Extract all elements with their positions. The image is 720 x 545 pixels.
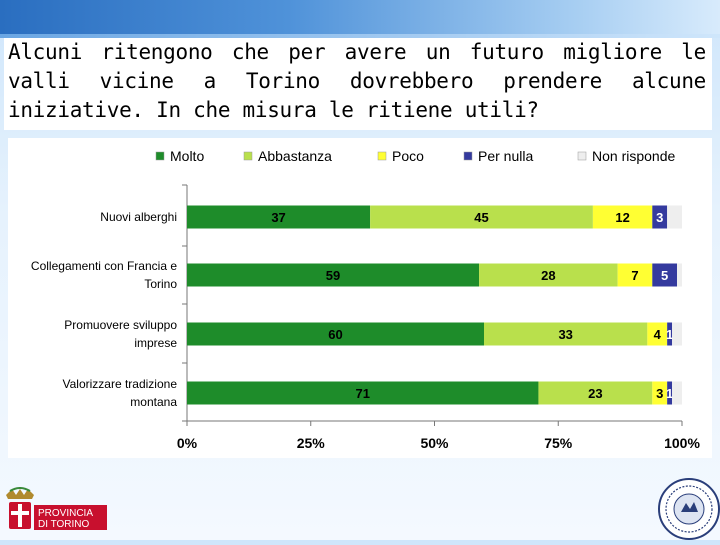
legend-swatch xyxy=(155,151,165,161)
seal-logo xyxy=(656,476,720,540)
data-label: 23 xyxy=(588,386,602,401)
bar-segment xyxy=(187,322,484,346)
legend-label: Poco xyxy=(392,148,424,164)
data-label: 12 xyxy=(615,210,629,225)
data-label: 28 xyxy=(541,268,555,283)
bar-segment xyxy=(187,263,480,287)
legend-swatch xyxy=(377,151,387,161)
category-label: Nuovi alberghi xyxy=(100,210,177,224)
bar-segment xyxy=(538,381,653,405)
legend-label: Per nulla xyxy=(478,148,533,164)
mountain-icon xyxy=(681,502,698,512)
bar-segment xyxy=(370,205,593,229)
legend-label: Molto xyxy=(170,148,204,164)
bar-segment xyxy=(187,205,371,229)
bar-segment xyxy=(479,263,618,287)
bar-segment xyxy=(187,381,539,405)
data-label: 71 xyxy=(355,386,369,401)
x-tick-label: 100% xyxy=(664,435,700,451)
legend-swatch xyxy=(577,151,587,161)
data-label: 1 xyxy=(666,386,673,401)
x-tick-label: 50% xyxy=(420,435,449,451)
data-label: 7 xyxy=(631,268,638,283)
page-title: Alcuni ritengono che per avere un futuro… xyxy=(8,40,706,122)
logo-text-line2: DI TORINO xyxy=(38,519,90,530)
bar-segment xyxy=(592,205,653,229)
bar-segment xyxy=(667,205,682,229)
category-label: Promuovere sviluppo xyxy=(64,318,177,332)
chart-panel xyxy=(8,138,712,458)
bar-segment xyxy=(652,263,678,287)
shield-icon xyxy=(9,502,31,529)
x-tick-label: 0% xyxy=(177,435,198,451)
logo-text-line1: PROVINCIA xyxy=(38,508,93,519)
data-label: 45 xyxy=(474,210,488,225)
bar-segment xyxy=(652,205,668,229)
x-tick-label: 75% xyxy=(544,435,573,451)
title-box xyxy=(4,38,712,130)
bar-segment xyxy=(672,381,682,405)
stacked-bar-chart: Molto Abbastanza Poco Per nulla Non risponde… xyxy=(31,148,701,451)
legend-label: Abbastanza xyxy=(258,148,332,164)
crown-icon xyxy=(6,487,34,499)
data-label: 59 xyxy=(326,268,340,283)
data-label: 4 xyxy=(654,327,662,342)
header-band xyxy=(0,0,720,38)
bar-segment xyxy=(667,381,673,405)
legend-swatch xyxy=(243,151,253,161)
legend-label: Non risponde xyxy=(592,148,675,164)
bar-segment xyxy=(667,322,673,346)
data-label: 60 xyxy=(328,327,342,342)
bar-segment xyxy=(647,322,668,346)
bar-segment xyxy=(484,322,648,346)
provincia-di-torino-logo: PROVINCIA DI TORINO xyxy=(4,487,108,537)
bar-segment xyxy=(677,263,682,287)
x-tick-label: 25% xyxy=(297,435,326,451)
data-label: 3 xyxy=(656,386,663,401)
legend-swatch xyxy=(463,151,473,161)
category-label: imprese xyxy=(134,336,177,350)
data-label: 5 xyxy=(661,268,668,283)
category-label: Collegamenti con Francia e xyxy=(31,259,177,273)
category-label: montana xyxy=(130,395,177,409)
category-label: Torino xyxy=(144,277,177,291)
data-label: 1 xyxy=(666,327,673,342)
data-label: 33 xyxy=(558,327,572,342)
bar-segment xyxy=(652,381,668,405)
data-label: 3 xyxy=(656,210,663,225)
category-label: Valorizzare tradizione xyxy=(63,377,178,391)
data-label: 37 xyxy=(271,210,285,225)
bar-segment xyxy=(672,322,682,346)
bar-segment xyxy=(617,263,653,287)
